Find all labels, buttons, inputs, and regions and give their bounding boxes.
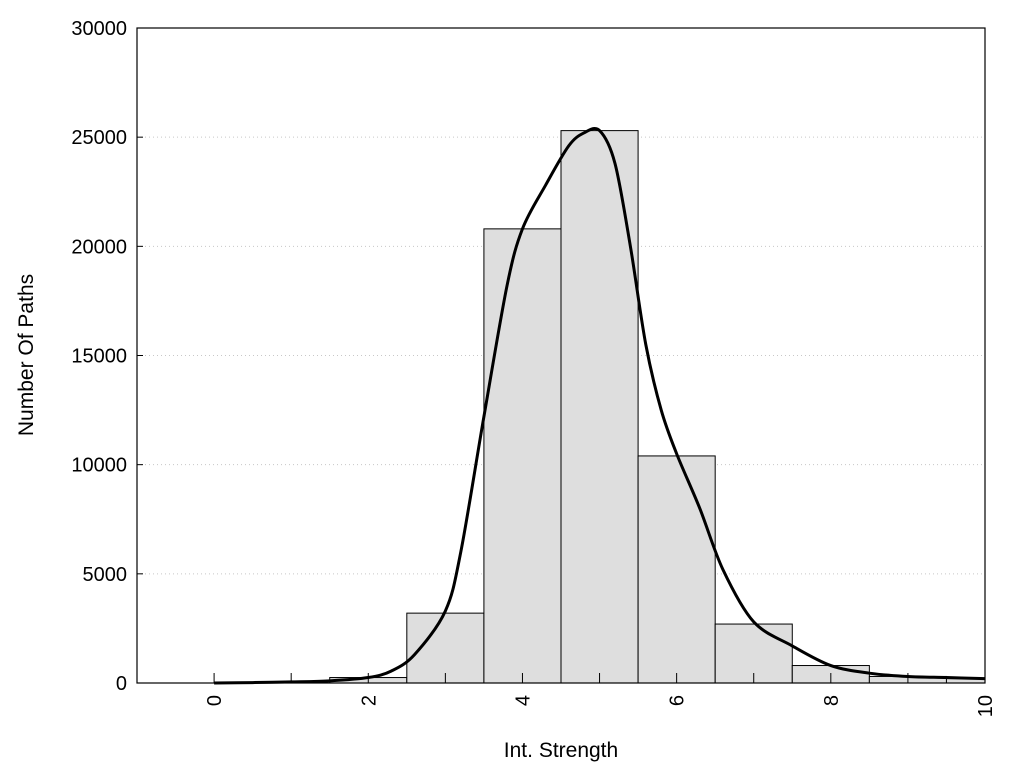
y-tick-label: 15000: [71, 346, 127, 368]
bars-layer: [329, 130, 986, 684]
y-tick-label: 30000: [71, 18, 127, 40]
histogram-bar: [483, 228, 562, 684]
histogram-bar: [560, 130, 639, 684]
histogram-bar: [637, 455, 716, 684]
x-axis: 0 2 4 6 8 10: [204, 673, 997, 717]
fit-curve: [214, 127, 986, 685]
x-axis-title: Int. Strength: [504, 739, 618, 762]
y-axis-title: Number Of Paths: [15, 274, 38, 436]
x-tick-label: 0: [204, 695, 226, 706]
y-tick-label: 0: [116, 673, 127, 695]
y-tick-label: 5000: [83, 564, 128, 586]
y-tick-label: 10000: [71, 455, 127, 477]
fit-curve-layer: [214, 127, 986, 685]
x-tick-label: 6: [667, 695, 689, 706]
x-tick-label: 8: [821, 695, 843, 706]
y-tick-label: 25000: [71, 127, 127, 149]
y-axis: 0 5000 10000 15000 20000 25000 30000: [71, 18, 143, 695]
y-tick-label: 20000: [71, 236, 127, 258]
x-tick-label: 10: [975, 695, 997, 717]
x-tick-label: 2: [358, 695, 380, 706]
x-tick-label: 4: [512, 695, 534, 706]
